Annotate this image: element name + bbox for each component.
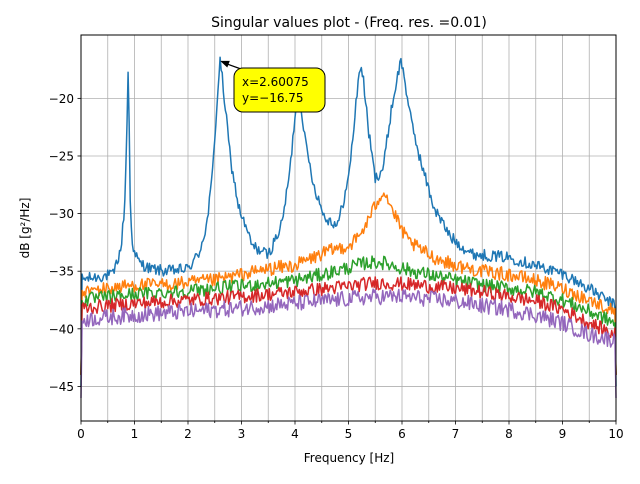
y-axis-label: dB [g²/Hz] — [18, 198, 32, 259]
series-line-3 — [80, 255, 617, 375]
x-tick-label: 9 — [559, 427, 567, 441]
x-tick-label: 8 — [505, 427, 513, 441]
series-line-5 — [80, 288, 617, 398]
x-tick-label: 0 — [77, 427, 85, 441]
y-tick-label: −40 — [49, 322, 74, 336]
x-tick-label: 1 — [131, 427, 139, 441]
y-tick-label: −30 — [49, 207, 74, 221]
series-line-2 — [80, 192, 617, 375]
y-tick-label: −45 — [49, 380, 74, 394]
ticks: 0 1 2 3 4 5 6 7 8 9 10 −45 −40 −35 −30 −25 −20 — [49, 92, 624, 441]
y-tick-label: −35 — [49, 265, 74, 279]
series-layer — [80, 56, 617, 398]
annotation: x=2.60075 y=−16.75 — [220, 60, 326, 113]
grid — [80, 35, 617, 421]
annotation-box — [233, 67, 326, 113]
annotation-x-text: x=2.60075 — [242, 75, 309, 89]
x-tick-label: 5 — [345, 427, 353, 441]
series-line-4 — [80, 276, 617, 375]
annotation-y-text: y=−16.75 — [242, 91, 304, 105]
annotation-arrowhead — [220, 60, 230, 68]
x-tick-label: 10 — [608, 427, 623, 441]
x-tick-label: 7 — [452, 427, 460, 441]
x-tick-label: 2 — [184, 427, 192, 441]
y-tick-label: −20 — [49, 92, 74, 106]
series-line-1 — [80, 56, 617, 387]
chart-title: Singular values plot - (Freq. res. =0.01… — [211, 15, 487, 31]
x-tick-label: 6 — [398, 427, 406, 441]
y-tick-label: −25 — [49, 149, 74, 163]
x-tick-label: 3 — [238, 427, 246, 441]
x-tick-label: 4 — [291, 427, 299, 441]
x-axis-label: Frequency [Hz] — [304, 451, 395, 465]
